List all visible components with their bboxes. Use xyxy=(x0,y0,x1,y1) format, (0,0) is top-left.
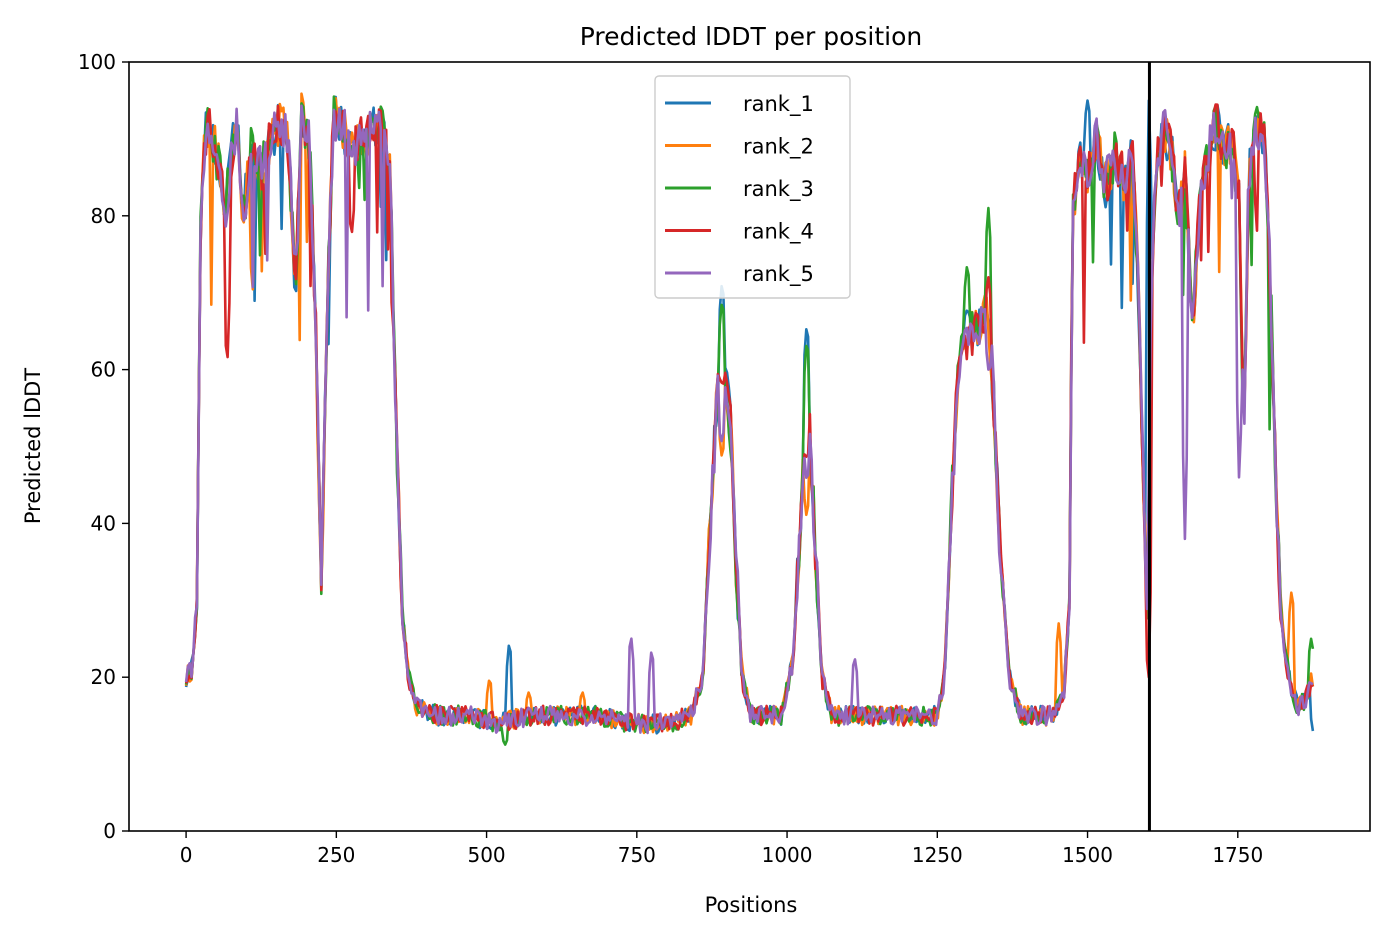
y-tick-label: 20 xyxy=(91,665,116,689)
x-axis: 0 250 500 750 1000 1250 1500 1750 xyxy=(180,831,1263,867)
axes-frame xyxy=(128,61,1371,832)
plot-area xyxy=(128,61,1371,832)
x-tick-label: 0 xyxy=(180,843,193,867)
chart-title: Predicted lDDT per position xyxy=(580,22,922,51)
x-tick-label: 750 xyxy=(618,843,656,867)
x-tick-label: 1000 xyxy=(762,843,813,867)
legend-label-rank_5: rank_5 xyxy=(743,262,814,287)
legend-label-rank_1: rank_1 xyxy=(743,92,814,117)
series-line-rank_5 xyxy=(184,104,1314,735)
x-tick-label: 1500 xyxy=(1062,843,1113,867)
x-axis-label: Positions xyxy=(705,893,798,917)
x-tick-label: 1750 xyxy=(1212,843,1263,867)
x-tick-label: 1250 xyxy=(912,843,963,867)
x-tick-label: 500 xyxy=(467,843,505,867)
legend-label-rank_2: rank_2 xyxy=(743,135,814,160)
y-tick-label: 40 xyxy=(91,511,116,535)
y-tick-label: 100 xyxy=(78,50,116,74)
series-lines xyxy=(184,92,1315,746)
legend-label-rank_3: rank_3 xyxy=(743,177,814,202)
legend-label-rank_4: rank_4 xyxy=(743,220,814,245)
y-tick-label: 80 xyxy=(91,204,116,228)
y-tick-label: 0 xyxy=(103,819,116,843)
y-axis-label: Predicted lDDT xyxy=(21,368,45,524)
y-tick-label: 60 xyxy=(91,358,116,382)
x-tick-label: 250 xyxy=(317,843,355,867)
legend: rank_1 rank_2 rank_3 rank_4 rank_5 xyxy=(654,75,851,299)
y-axis: 0 20 40 60 80 100 xyxy=(78,50,129,843)
legend-box xyxy=(654,75,851,299)
